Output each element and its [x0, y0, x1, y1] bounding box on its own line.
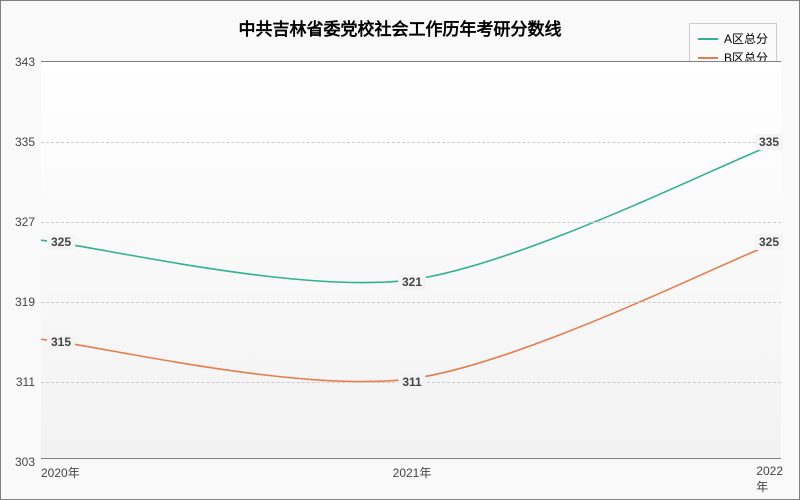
y-gridline — [41, 142, 781, 143]
x-tick-label: 2022年 — [756, 464, 783, 495]
legend-item-a: A区总分 — [698, 30, 768, 47]
data-label: 325 — [47, 234, 75, 250]
data-label: 321 — [398, 274, 426, 290]
y-tick-label: 319 — [15, 295, 35, 309]
line-series-b — [41, 240, 781, 381]
y-tick-label: 327 — [15, 215, 35, 229]
y-gridline — [41, 302, 781, 303]
y-gridline — [41, 222, 781, 223]
data-label: 335 — [755, 134, 783, 150]
y-tick-label: 343 — [15, 55, 35, 69]
data-label: 325 — [755, 234, 783, 250]
y-tick-label: 303 — [15, 455, 35, 469]
x-tick-label: 2021年 — [393, 464, 432, 481]
data-label: 311 — [398, 374, 425, 390]
line-svg — [41, 62, 781, 458]
y-tick-label: 335 — [15, 135, 35, 149]
legend-swatch-b — [698, 57, 718, 59]
y-tick-label: 311 — [16, 375, 35, 389]
x-tick-label: 2020年 — [41, 464, 80, 481]
plot-area: 3033113193273353432020年2021年2022年3253213… — [41, 61, 781, 459]
legend-label-a: A区总分 — [724, 30, 768, 47]
legend-swatch-a — [698, 38, 718, 40]
line-series-a — [41, 141, 781, 282]
data-label: 315 — [47, 334, 75, 350]
chart-container: 中共吉林省委党校社会工作历年考研分数线 A区总分 B区总分 3033113193… — [0, 0, 800, 500]
chart-title: 中共吉林省委党校社会工作历年考研分数线 — [1, 15, 799, 40]
